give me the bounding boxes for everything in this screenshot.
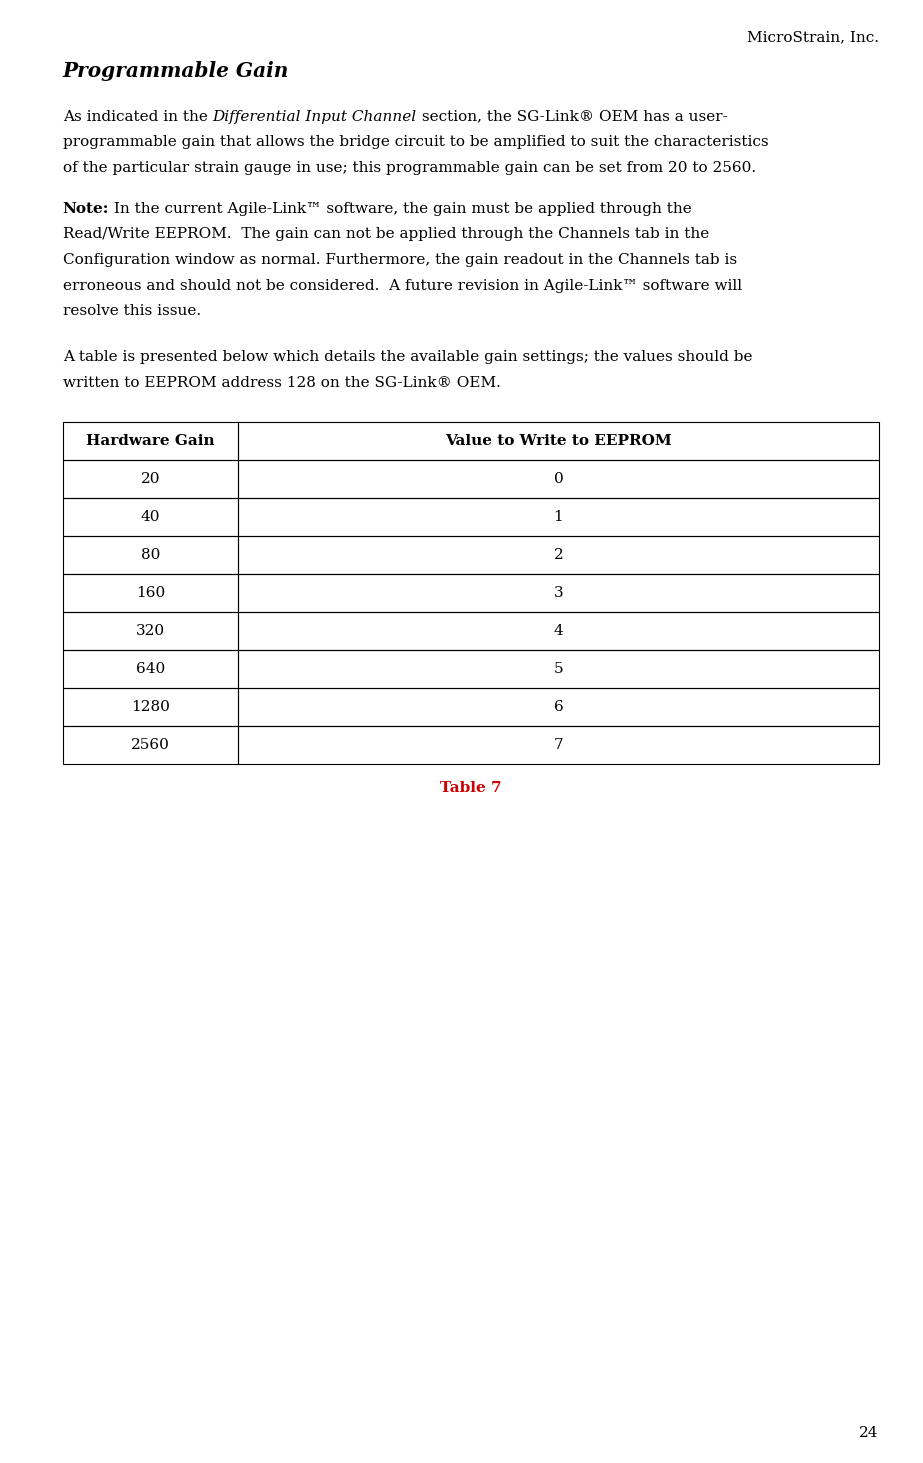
Text: Configuration window as normal. Furthermore, the gain readout in the Channels ta: Configuration window as normal. Furtherm…: [63, 253, 737, 268]
Text: Hardware Gain: Hardware Gain: [86, 435, 215, 448]
Bar: [63, 650, 238, 688]
Text: 160: 160: [136, 587, 165, 600]
Text: Programmable Gain: Programmable Gain: [63, 61, 289, 82]
Text: 2: 2: [554, 549, 563, 562]
Bar: [238, 650, 879, 688]
Bar: [238, 726, 879, 764]
Bar: [63, 459, 238, 497]
Text: 1280: 1280: [131, 701, 170, 714]
Text: MicroStrain, Inc.: MicroStrain, Inc.: [747, 31, 879, 45]
Text: 20: 20: [140, 473, 161, 486]
Text: 640: 640: [136, 663, 165, 676]
Text: 3: 3: [554, 587, 563, 600]
Text: written to EEPROM address 128 on the SG-Link® OEM.: written to EEPROM address 128 on the SG-…: [63, 376, 500, 391]
Text: of the particular strain gauge in use; this programmable gain can be set from 20: of the particular strain gauge in use; t…: [63, 161, 756, 176]
Text: A table is presented below which details the available gain settings; the values: A table is presented below which details…: [63, 350, 752, 364]
Bar: [63, 688, 238, 726]
Text: 24: 24: [859, 1425, 879, 1440]
Text: 1: 1: [554, 511, 563, 524]
Bar: [238, 688, 879, 726]
Text: 7: 7: [554, 739, 563, 752]
Bar: [63, 726, 238, 764]
Text: 0: 0: [554, 473, 563, 486]
Text: 320: 320: [136, 625, 165, 638]
Text: Differential Input Channel: Differential Input Channel: [212, 110, 416, 124]
Text: Read/Write EEPROM.  The gain can not be applied through the Channels tab in the: Read/Write EEPROM. The gain can not be a…: [63, 227, 709, 241]
Bar: [63, 535, 238, 573]
Text: 80: 80: [141, 549, 161, 562]
Bar: [238, 459, 879, 497]
Text: 2560: 2560: [131, 739, 170, 752]
Bar: [63, 612, 238, 650]
Text: programmable gain that allows the bridge circuit to be amplified to suit the cha: programmable gain that allows the bridge…: [63, 136, 768, 149]
Text: erroneous and should not be considered.  A future revision in Agile-Link™ softwa: erroneous and should not be considered. …: [63, 278, 742, 293]
Text: 4: 4: [554, 625, 563, 638]
Text: 6: 6: [554, 701, 563, 714]
Text: 5: 5: [554, 663, 563, 676]
Text: section, the SG-Link® OEM has a user-: section, the SG-Link® OEM has a user-: [416, 110, 727, 124]
Bar: [238, 573, 879, 612]
Text: 40: 40: [140, 511, 161, 524]
Bar: [63, 421, 238, 459]
Bar: [238, 612, 879, 650]
Text: Table 7: Table 7: [440, 781, 501, 794]
Text: As indicated in the: As indicated in the: [63, 110, 212, 124]
Text: resolve this issue.: resolve this issue.: [63, 304, 201, 319]
Text: In the current Agile-Link™ software, the gain must be applied through the: In the current Agile-Link™ software, the…: [109, 202, 692, 217]
Bar: [238, 497, 879, 535]
Bar: [63, 573, 238, 612]
Text: Note:: Note:: [63, 202, 109, 217]
Bar: [63, 497, 238, 535]
Text: Value to Write to EEPROM: Value to Write to EEPROM: [445, 435, 672, 448]
Bar: [238, 535, 879, 573]
Bar: [238, 421, 879, 459]
